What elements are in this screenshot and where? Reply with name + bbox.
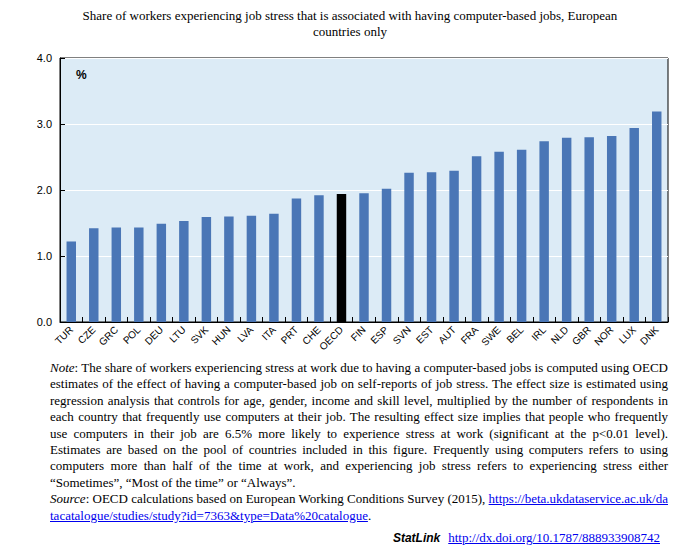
svg-text:PRT: PRT xyxy=(279,324,301,346)
svg-text:SVK: SVK xyxy=(188,324,210,346)
html-text:http://dx.doi.org/10.1787/8889: http://dx.doi.org/10.1787/888933908742 xyxy=(448,530,660,545)
svg-text:AUT: AUT xyxy=(436,324,458,346)
svg-text:NOR: NOR xyxy=(592,324,615,347)
svg-text:EST: EST xyxy=(414,324,436,346)
html-text:Share of workers experiencing: Share of workers experiencing job stress… xyxy=(82,8,618,39)
svg-text:GBR: GBR xyxy=(570,324,593,347)
html-text:StatLink: StatLink xyxy=(392,531,441,545)
svg-text:FIN: FIN xyxy=(349,324,368,343)
svg-text:SWE: SWE xyxy=(479,324,503,348)
svg-text:LVA: LVA xyxy=(235,324,255,344)
svg-text:4.0: 4.0 xyxy=(37,52,52,64)
svg-text:SVN: SVN xyxy=(391,324,413,346)
svg-text:CZE: CZE xyxy=(76,324,98,346)
svg-text:ITA: ITA xyxy=(260,324,278,342)
html-text:Source: OECD calculations base: Source: OECD calculations based on Europ… xyxy=(50,491,668,523)
svg-text:1.0: 1.0 xyxy=(37,250,52,262)
svg-text:DEU: DEU xyxy=(143,324,166,347)
svg-text:GRC: GRC xyxy=(97,324,120,347)
svg-text:%: % xyxy=(76,68,87,82)
svg-text:CHE: CHE xyxy=(300,324,323,347)
svg-text:ESP: ESP xyxy=(368,324,390,346)
svg-text:FRA: FRA xyxy=(459,324,481,346)
svg-text:IRL: IRL xyxy=(529,324,548,343)
svg-text:BEL: BEL xyxy=(504,324,525,345)
html-text:Note: The share of workers exp: Note: The share of workers experiencing … xyxy=(50,360,668,490)
svg-text:0.0: 0.0 xyxy=(37,316,52,328)
svg-text:DNK: DNK xyxy=(638,324,661,347)
svg-text:OECD: OECD xyxy=(317,324,345,352)
svg-text:LUX: LUX xyxy=(617,324,639,346)
svg-text:LTU: LTU xyxy=(167,324,188,345)
svg-text:3.0: 3.0 xyxy=(37,118,52,130)
svg-text:TUR: TUR xyxy=(53,324,75,346)
svg-text:2.0: 2.0 xyxy=(37,184,52,196)
svg-text:POL: POL xyxy=(121,324,143,346)
svg-text:NLD: NLD xyxy=(549,324,571,346)
svg-text:HUN: HUN xyxy=(210,324,233,347)
